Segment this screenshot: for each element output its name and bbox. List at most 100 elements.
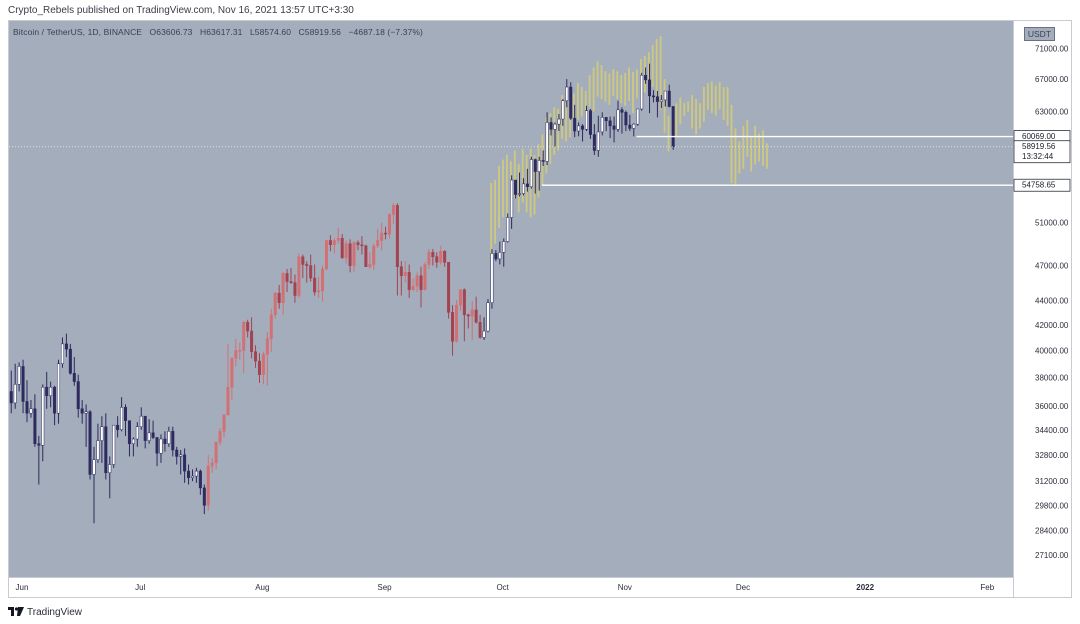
candle-body <box>135 426 139 440</box>
candle-body <box>198 470 202 489</box>
price-tick-label: 36000.00 <box>1035 402 1069 411</box>
time-tick-label: Jun <box>16 583 29 592</box>
candle-body <box>557 118 561 125</box>
candle-body <box>419 275 423 290</box>
candle-body <box>588 110 592 135</box>
time-axis-background <box>9 577 1013 597</box>
candle-body <box>549 122 553 130</box>
projection-bar <box>592 67 595 112</box>
time-tick-label: 2022 <box>856 583 874 592</box>
candle-body <box>116 424 120 431</box>
projection-bar <box>580 87 583 117</box>
projection-bar <box>640 59 642 90</box>
candle-body <box>470 309 474 317</box>
candle-body <box>328 240 332 246</box>
candle-body <box>510 179 514 218</box>
price-tick-label: 67000.00 <box>1035 75 1069 84</box>
projection-bar <box>667 115 670 152</box>
level-price-box <box>1013 178 1071 192</box>
candle-body <box>644 74 648 81</box>
candle-body <box>187 470 191 479</box>
currency-badge[interactable]: USDT <box>1023 27 1055 41</box>
projection-bar <box>746 119 749 157</box>
candle-body <box>21 366 25 402</box>
candle-body <box>127 420 131 444</box>
candle-body <box>72 373 76 382</box>
projection-bar <box>502 159 504 218</box>
candle-body <box>108 464 112 474</box>
projection-bar <box>588 75 591 108</box>
candle-body <box>206 465 210 506</box>
candle-body <box>360 244 364 247</box>
current-price-text: 58919.56 <box>1022 142 1056 151</box>
candle-body <box>309 265 313 279</box>
candle-body <box>41 386 45 446</box>
projection-bar <box>576 83 579 120</box>
candle-body <box>584 110 588 130</box>
projection-bar <box>758 133 760 162</box>
projection-bar <box>636 69 638 99</box>
candle-body <box>210 462 214 467</box>
candle-body <box>569 86 573 119</box>
projection-bar <box>632 72 634 114</box>
candle-body <box>139 415 143 427</box>
candle-body <box>364 245 368 267</box>
candle-body <box>486 302 490 332</box>
projection-bar <box>710 81 713 114</box>
candle-body <box>478 322 482 338</box>
candle-body <box>415 275 419 287</box>
candle-body <box>321 268 325 292</box>
footer-brand[interactable]: TradingView <box>8 604 82 620</box>
candle-body <box>277 292 281 303</box>
projection-bar <box>663 79 666 133</box>
price-tick-label: 71000.00 <box>1035 45 1069 54</box>
candle-body <box>399 266 403 277</box>
candle-body <box>411 285 415 290</box>
candle-body <box>356 242 360 246</box>
candle-body <box>120 407 124 431</box>
candle-body <box>537 160 541 172</box>
level-price-text: 54758.65 <box>1022 181 1056 190</box>
candle-body <box>124 407 128 421</box>
candle-body <box>218 431 222 443</box>
price-tick-label: 38000.00 <box>1035 373 1069 382</box>
projection-bar <box>533 154 536 215</box>
candle-body <box>458 289 462 306</box>
projection-bar <box>683 103 686 116</box>
candle-body <box>648 79 652 97</box>
projection-bar <box>584 91 587 114</box>
candle-body <box>80 408 84 414</box>
candle-body <box>246 322 250 332</box>
current-price-text: 13:32:44 <box>1022 152 1054 161</box>
projection-bar <box>513 150 516 198</box>
close-value: C58919.56 <box>298 27 342 37</box>
chart-container[interactable]: 71000.00 67000.00 63000.00 51000.00 47000.00… <box>8 20 1072 598</box>
candle-body <box>514 179 518 195</box>
candle-body <box>525 183 529 188</box>
candle-body <box>521 183 525 194</box>
candle-body <box>242 322 246 351</box>
symbol-name[interactable]: Bitcoin / TetherUS, 1D, BINANCE <box>13 27 143 37</box>
price-tick-label: 44000.00 <box>1035 296 1069 305</box>
candlestick-chart[interactable]: 71000.00 67000.00 63000.00 51000.00 47000.00… <box>9 21 1071 597</box>
current-price-box <box>1013 140 1071 164</box>
candle-body <box>104 426 108 474</box>
candle-body <box>297 256 301 296</box>
candle-body <box>545 122 549 162</box>
projection-bar <box>565 103 567 142</box>
candle-body <box>451 312 455 342</box>
candle-body <box>53 386 57 414</box>
projection-bar <box>553 107 556 155</box>
candle-body <box>257 360 261 375</box>
candle-body <box>202 487 206 506</box>
candle-body <box>431 252 435 257</box>
time-tick-label: Jul <box>135 583 145 592</box>
candle-body <box>443 251 447 263</box>
projection-bar <box>734 128 737 185</box>
candle-body <box>88 411 92 475</box>
candle-body <box>293 282 297 296</box>
candle-body <box>183 454 187 472</box>
candle-body <box>305 264 309 266</box>
projection-bar <box>612 69 615 96</box>
plot-background <box>9 21 1013 577</box>
